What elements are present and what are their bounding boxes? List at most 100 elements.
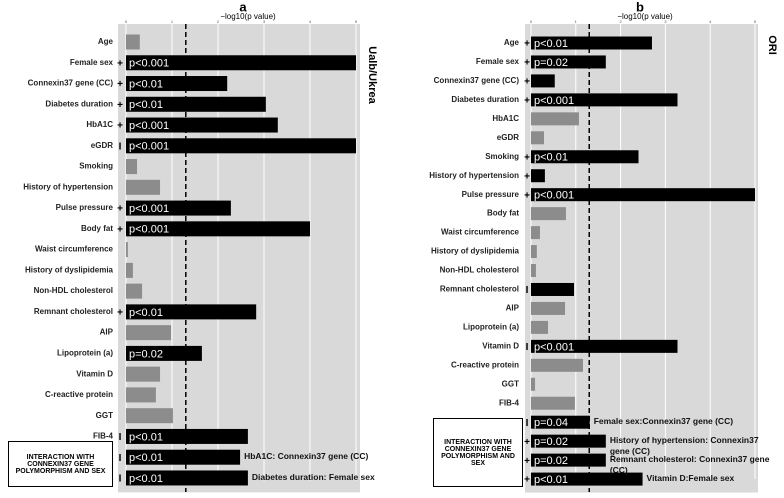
category-label: Connexin37 gene (CC) — [434, 76, 520, 85]
row-marker: + — [117, 224, 123, 235]
bar — [531, 169, 545, 183]
bar — [126, 34, 140, 50]
row-marker: + — [524, 190, 530, 201]
bar — [126, 159, 138, 175]
bar — [126, 262, 133, 278]
bar — [126, 200, 231, 216]
row-marker: I — [119, 453, 122, 464]
bar — [531, 55, 606, 69]
category-label: Diabetes duration — [451, 95, 519, 104]
bar — [126, 55, 356, 71]
bar — [126, 470, 248, 486]
category-label: HbA1C — [492, 114, 519, 123]
row-marker: I — [119, 474, 122, 485]
value-label: p<0.001 — [534, 95, 574, 107]
category-label: FIB-4 — [499, 398, 520, 407]
category-label: History of dyslipidemia — [25, 265, 114, 274]
bar — [531, 472, 643, 486]
x-tick-label: 5 — [754, 19, 757, 24]
bar — [531, 264, 536, 278]
row-marker: I — [526, 418, 529, 429]
value-label: p<0.01 — [534, 152, 568, 164]
category-label: Age — [98, 37, 114, 46]
row-marker: + — [524, 152, 530, 163]
row-marker: + — [117, 121, 123, 132]
interaction-box: INTERACTION WITH CONNEXIN37 GENE POLYMOR… — [433, 418, 523, 487]
value-label: p<0.01 — [129, 78, 163, 90]
category-label: FIB-4 — [93, 432, 114, 441]
category-label: Diabetes duration — [45, 99, 113, 108]
category-label: Waist circumference — [35, 245, 114, 254]
category-label: Lipoprotein (a) — [57, 349, 113, 358]
row-marker: I — [119, 432, 122, 443]
value-label: p<0.001 — [534, 341, 574, 353]
bar — [531, 74, 555, 88]
category-label: Non-HDL cholesterol — [440, 266, 519, 275]
bar — [531, 415, 590, 429]
bar — [126, 76, 228, 92]
value-label: p=0.02 — [534, 455, 568, 467]
value-label: p<0.001 — [534, 190, 574, 202]
row-marker: + — [524, 171, 530, 182]
value-label: p=0.04 — [534, 417, 568, 429]
row-marker: I — [526, 285, 529, 296]
category-label: Non-HDL cholesterol — [34, 286, 113, 295]
category-label: History of dyslipidemia — [431, 247, 520, 256]
bar — [126, 366, 161, 382]
value-label: p<0.01 — [129, 452, 163, 464]
bar — [531, 36, 652, 50]
category-label: AIP — [100, 328, 114, 337]
category-label: Age — [504, 38, 520, 47]
bar — [531, 396, 575, 410]
bar — [126, 325, 172, 341]
category-label: Waist circumference — [441, 228, 520, 237]
category-label: eGDR — [497, 133, 519, 142]
x-tick-label: 4 — [309, 19, 312, 24]
row-marker: + — [524, 39, 530, 50]
category-label: Body fat — [487, 209, 519, 218]
category-label: eGDR — [91, 141, 113, 150]
bar — [126, 221, 310, 237]
x-tick-label: 2 — [619, 19, 622, 24]
category-label: Vitamin D — [482, 341, 519, 350]
bar — [126, 428, 248, 444]
category-label: Pulse pressure — [462, 190, 520, 199]
row-marker: + — [524, 96, 530, 107]
value-label: p<0.001 — [129, 58, 169, 70]
bar — [126, 242, 128, 258]
interaction-label: HbA1C: Connexin37 gene (CC) — [244, 451, 369, 462]
value-label: p=0.02 — [129, 348, 163, 360]
bar — [531, 112, 579, 126]
bar — [531, 339, 678, 353]
bar — [531, 320, 549, 334]
row-marker: I — [119, 141, 122, 152]
bar — [531, 377, 536, 391]
bar — [531, 93, 678, 107]
row-marker: + — [117, 58, 123, 69]
row-marker: + — [524, 475, 530, 486]
bar — [531, 207, 566, 221]
value-label: p<0.001 — [129, 141, 169, 153]
value-label: p=0.02 — [534, 57, 568, 69]
panel-title: a — [239, 0, 247, 14]
value-label: p<0.01 — [129, 431, 163, 443]
bar — [531, 282, 575, 296]
bar — [531, 245, 537, 259]
category-label: Female sex — [70, 58, 114, 67]
x-tick-label: 0 — [125, 19, 128, 24]
bar — [531, 188, 755, 202]
category-label: Smoking — [79, 162, 113, 171]
axis-title: −log10(p value) — [220, 12, 276, 21]
category-label: History of hypertension — [23, 182, 113, 191]
bar — [126, 304, 257, 320]
row-marker: + — [524, 437, 530, 448]
x-tick-label: 1 — [171, 19, 174, 24]
x-tick-label: 2 — [217, 19, 220, 24]
bar — [126, 179, 161, 195]
bar — [126, 283, 143, 299]
category-label: C-reactive protein — [451, 360, 519, 369]
value-label: p<0.001 — [129, 203, 169, 215]
side-label: ORI — [766, 35, 778, 55]
bar — [126, 138, 356, 154]
